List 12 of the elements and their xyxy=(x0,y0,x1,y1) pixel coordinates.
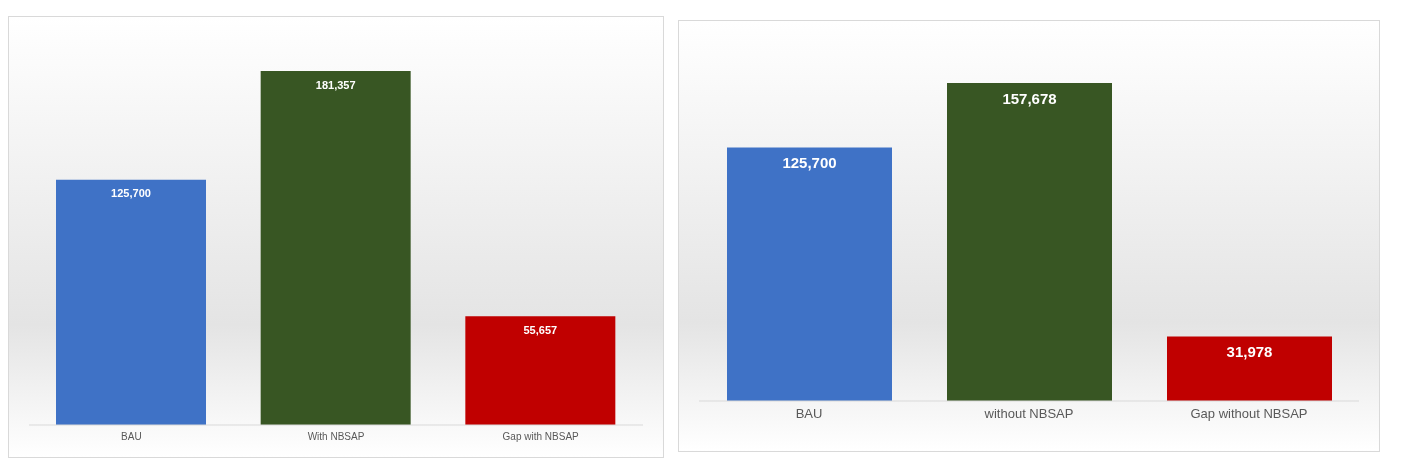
x-tick-label: BAU xyxy=(795,406,823,422)
data-label: 181,357 xyxy=(315,78,356,91)
data-label: 55,657 xyxy=(523,324,558,337)
data-label: 31,978 xyxy=(1226,343,1273,361)
x-tick-label: BAU xyxy=(121,431,142,443)
x-tick-label: With NBSAP xyxy=(307,431,365,443)
x-tick-label: Gap without NBSAP xyxy=(1190,406,1308,422)
data-label: 157,678 xyxy=(1002,89,1057,107)
x-tick-label: without NBSAP xyxy=(983,406,1074,422)
data-label: 125,700 xyxy=(782,154,837,172)
data-label: 125,700 xyxy=(111,187,151,200)
x-tick-label: Gap with NBSAP xyxy=(502,431,580,443)
